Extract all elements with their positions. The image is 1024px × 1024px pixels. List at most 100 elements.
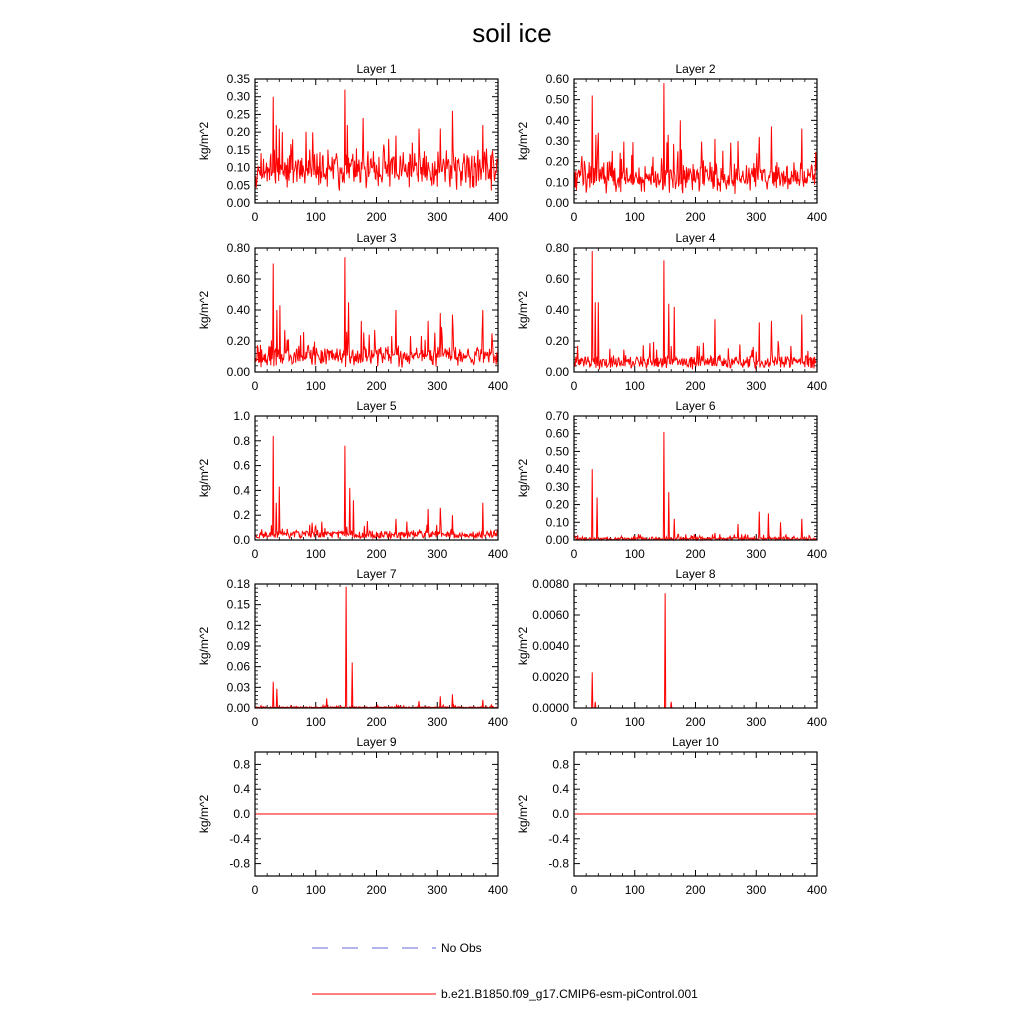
panel-title: Layer 5 [356, 399, 396, 413]
y-tick-label: 0.00 [546, 365, 570, 379]
x-tick-label: 400 [488, 883, 508, 897]
panel-layer-5: Layer 5 kg/m^2 0.0 0.2 0.4 0.6 0.8 1.0 0 100 200 30… [197, 399, 508, 561]
x-tick-label: 400 [488, 379, 508, 393]
series-line-model [254, 435, 498, 540]
y-tick-label: 0.25 [227, 107, 251, 121]
panel-title: Layer 8 [675, 567, 715, 581]
x-tick-label: 200 [366, 547, 386, 561]
panel-layer-2: Layer 2 kg/m^2 0.00 0.10 0.20 0.30 0.40 0.50 0.6… [516, 62, 827, 224]
y-tick-label: 1.0 [233, 409, 250, 423]
y-tick-label: 0.2 [233, 508, 250, 522]
plot-frame [254, 247, 499, 373]
y-axis-label: kg/m^2 [516, 122, 530, 161]
legend: No Obs b.e21.B1850.f09_g17.CMIP6-esm-piCo… [312, 941, 698, 1001]
y-tick-label: 0.60 [546, 72, 570, 86]
y-tick-label: 0.60 [227, 272, 251, 286]
y-tick-label: 0.8 [233, 434, 250, 448]
x-tick-label: 100 [306, 210, 326, 224]
panels: Layer 1kg/m^20.000.050.100.150.200.250.3… [197, 62, 827, 897]
y-tick-label: 0.0 [233, 807, 250, 821]
y-tick-label: 0.00 [227, 701, 251, 715]
panel-title: Layer 2 [675, 62, 715, 76]
y-tick-label: 0.60 [546, 272, 570, 286]
x-tick-label: 0 [571, 715, 578, 729]
x-tick-label: 400 [807, 547, 827, 561]
x-tick-label: 100 [625, 883, 645, 897]
plot-frame [254, 78, 499, 204]
x-tick-label: 300 [427, 379, 447, 393]
panel-title: Layer 10 [672, 735, 719, 749]
y-tick-label: 0.03 [227, 680, 251, 694]
y-tick-label: -0.8 [229, 857, 250, 871]
x-tick-label: 200 [366, 883, 386, 897]
y-tick-label: 0.80 [227, 241, 251, 255]
y-tick-label: 0.20 [546, 155, 570, 169]
x-tick-label: 0 [252, 715, 259, 729]
x-tick-label: 200 [685, 379, 705, 393]
x-tick-label: 300 [746, 547, 766, 561]
figure-title: soil ice [472, 18, 551, 48]
y-tick-label: 0.50 [546, 93, 570, 107]
y-tick-label: 0.15 [227, 598, 251, 612]
y-tick-label: 0.10 [546, 175, 570, 189]
y-axis-label: kg/m^2 [516, 459, 530, 498]
panel-layer-9: Layer 9 kg/m^2 -0.8 -0.4 0.0 0.4 0.8 0 100 200 300… [197, 735, 508, 897]
x-tick-label: 300 [746, 379, 766, 393]
y-tick-label: 0.15 [227, 143, 251, 157]
panel-layer-6: Layer 6 kg/m^2 0.00 0.10 0.20 0.30 0.40 0.50 0.6… [516, 399, 827, 561]
y-tick-label: 0.8 [233, 757, 250, 771]
x-tick-label: 0 [571, 379, 578, 393]
y-tick-label: 0.60 [546, 427, 570, 441]
y-tick-label: 0.06 [227, 660, 251, 674]
y-tick-label: 0.30 [546, 480, 570, 494]
y-axis-label: kg/m^2 [197, 291, 211, 330]
panel-layer-7: Layer 7 kg/m^2 0.00 0.03 0.06 0.09 0.12 0.15 0.1… [197, 567, 508, 729]
plot-frame [254, 415, 499, 541]
y-tick-label: 0.4 [233, 782, 250, 796]
x-tick-label: 100 [306, 547, 326, 561]
x-tick-label: 100 [306, 379, 326, 393]
x-tick-label: 100 [306, 715, 326, 729]
plot-frame [573, 78, 818, 204]
series-line-model [254, 257, 498, 368]
y-tick-label: -0.4 [229, 832, 250, 846]
y-axis-label: kg/m^2 [197, 627, 211, 666]
plot-frame [573, 247, 818, 373]
y-axis-label: kg/m^2 [197, 122, 211, 161]
x-tick-label: 100 [625, 715, 645, 729]
panel-title: Layer 1 [356, 62, 396, 76]
series-line-model [574, 593, 817, 709]
series-line-model [573, 83, 817, 194]
x-tick-label: 200 [685, 547, 705, 561]
x-tick-label: 400 [807, 210, 827, 224]
y-tick-label: 0.70 [546, 409, 570, 423]
y-tick-label: 0.0 [552, 807, 569, 821]
y-tick-label: 0.00 [546, 533, 570, 547]
x-tick-label: 0 [252, 547, 259, 561]
y-tick-label: 0.20 [546, 498, 570, 512]
y-tick-label: 0.40 [546, 303, 570, 317]
panel-layer-4: Layer 4 kg/m^2 0.00 0.20 0.40 0.60 0.80 0 100 200… [516, 231, 827, 393]
series-line-model [573, 251, 817, 371]
x-tick-label: 200 [685, 210, 705, 224]
panel-title: Layer 6 [675, 399, 715, 413]
y-tick-label: 0.00 [227, 365, 251, 379]
y-tick-label: 0.20 [227, 125, 251, 139]
plot-frame [254, 583, 499, 709]
y-tick-label: 0.09 [227, 639, 251, 653]
plot-frame [573, 415, 818, 541]
series-line-model [254, 89, 498, 191]
x-tick-label: 300 [427, 715, 447, 729]
y-tick-label: -0.4 [548, 832, 569, 846]
x-tick-label: 300 [427, 883, 447, 897]
x-tick-label: 0 [571, 210, 578, 224]
x-tick-label: 200 [366, 715, 386, 729]
x-tick-label: 0 [252, 379, 259, 393]
y-tick-label: 0.80 [546, 241, 570, 255]
y-tick-label: 0.0060 [532, 608, 569, 622]
x-tick-label: 100 [625, 210, 645, 224]
y-tick-label: 0.40 [546, 113, 570, 127]
x-tick-label: 0 [252, 210, 259, 224]
y-tick-label: 0.30 [227, 90, 251, 104]
y-axis-label: kg/m^2 [516, 627, 530, 666]
